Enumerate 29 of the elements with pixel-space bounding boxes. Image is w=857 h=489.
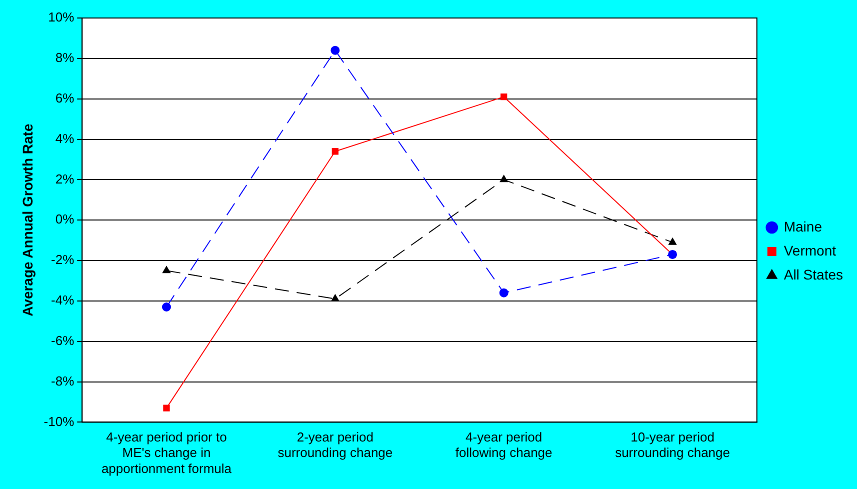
point (332, 148, 338, 155)
point (162, 302, 171, 312)
y-tick-label: 2% (55, 171, 75, 186)
y-tick-label: -8% (51, 373, 75, 388)
point (499, 288, 508, 298)
y-axis-title: Average Annual Growth Rate (19, 124, 36, 316)
y-tick-label: -2% (51, 252, 75, 268)
legend-label: All States (784, 266, 844, 282)
x-tick-label: 2-year period surrounding change (278, 430, 393, 460)
y-tick-label: 8% (55, 50, 75, 65)
point (162, 266, 170, 274)
point (330, 46, 340, 55)
legend-label: Vermont (784, 242, 836, 258)
x-tick-label: 4-year period prior to ME's change in apportionment formula (101, 430, 232, 476)
y-tick-label: 0% (55, 212, 75, 227)
y-tick-label: 6% (55, 90, 75, 106)
x-tick-label: 4-year period following change (455, 430, 552, 460)
point (163, 404, 170, 412)
y-tick-label: 10% (48, 10, 75, 25)
y-tick-label: -4% (51, 292, 75, 308)
point (668, 238, 676, 245)
point (331, 294, 340, 302)
point (500, 93, 508, 100)
point (500, 175, 508, 182)
y-tick-label: 4% (55, 130, 75, 146)
y-tick-label: -6% (51, 332, 75, 348)
legend-label: Maine (784, 218, 822, 234)
x-tick-label: 10-year period surrounding change (615, 430, 730, 460)
y-tick-label: -10% (44, 414, 75, 429)
